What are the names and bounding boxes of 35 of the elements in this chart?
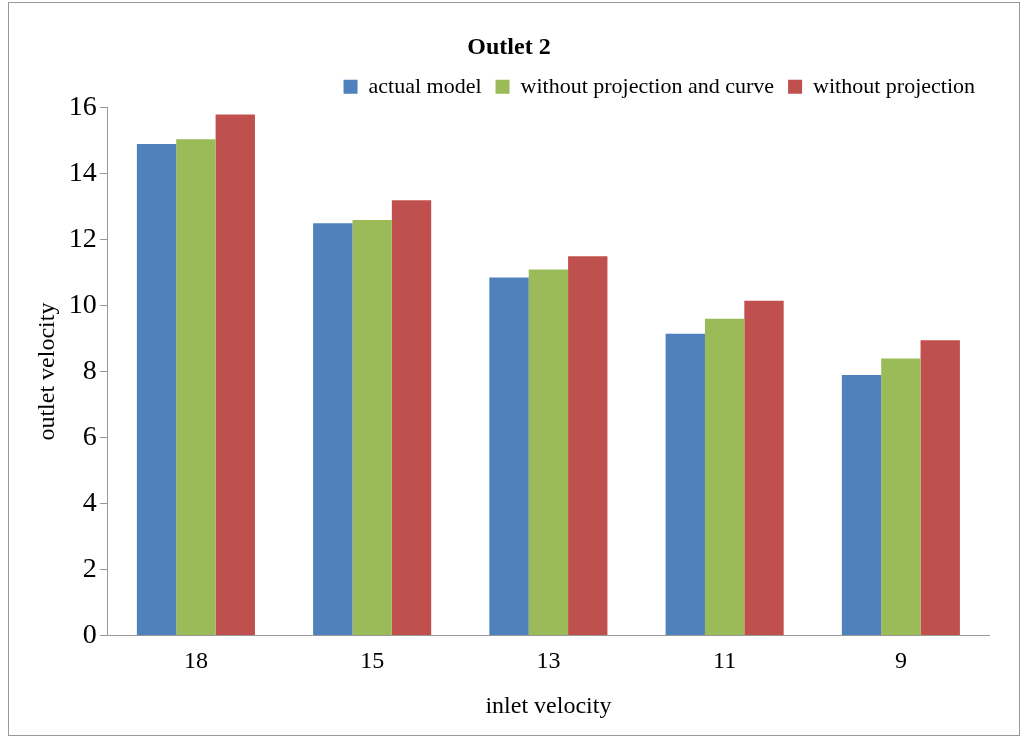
- chart-title: Outlet 2: [467, 32, 551, 59]
- bar: [881, 358, 921, 635]
- legend-label: without projection and curve: [520, 72, 775, 98]
- bar: [841, 374, 882, 635]
- y-tick-label: 14: [68, 156, 97, 188]
- y-tick-label: 4: [82, 485, 97, 517]
- bar: [136, 144, 177, 635]
- y-tick-label: 16: [68, 90, 97, 122]
- y-tick-label: 0: [82, 617, 97, 649]
- x-tick-label: 11: [713, 647, 737, 674]
- y-axis-title: outlet velocity: [32, 302, 59, 441]
- bar: [489, 277, 529, 635]
- y-tick-label: 6: [82, 419, 97, 451]
- y-tick-label: 12: [68, 222, 97, 254]
- bar: [215, 114, 255, 635]
- bar: [352, 219, 392, 635]
- bar: [176, 139, 216, 635]
- x-tick-label: 13: [536, 647, 561, 674]
- bar: [391, 200, 432, 635]
- x-tick-label: 18: [183, 647, 208, 674]
- x-axis-title: inlet velocity: [485, 691, 612, 718]
- bar: [704, 318, 745, 635]
- bar: [665, 333, 705, 635]
- legend-label: actual model: [368, 72, 482, 98]
- x-tick-label: 9: [894, 647, 907, 674]
- y-tick-label: 8: [82, 353, 97, 385]
- x-tick-label: 15: [360, 647, 385, 674]
- y-tick-label: 2: [82, 551, 97, 583]
- y-tick-label: 10: [68, 288, 97, 320]
- bar: [568, 256, 608, 635]
- bar: [313, 223, 353, 635]
- bar: [920, 340, 960, 635]
- bar: [528, 269, 569, 635]
- legend-label: without projection: [813, 72, 975, 98]
- bar: [744, 300, 784, 635]
